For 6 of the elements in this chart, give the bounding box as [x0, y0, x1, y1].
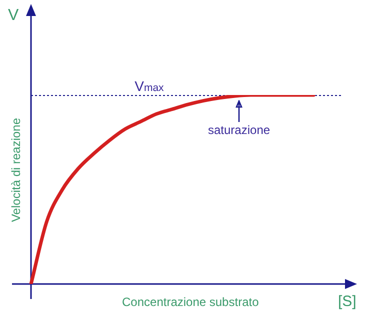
x-axis-title: Concentrazione substrato — [122, 295, 259, 309]
ref-line-label: V$_{max}$ — [134, 78, 164, 94]
y-axis-title: Velocità di reazione — [9, 117, 23, 222]
text: [S] — [338, 293, 356, 310]
annotation: saturazione — [208, 123, 270, 137]
text: V — [8, 7, 19, 24]
